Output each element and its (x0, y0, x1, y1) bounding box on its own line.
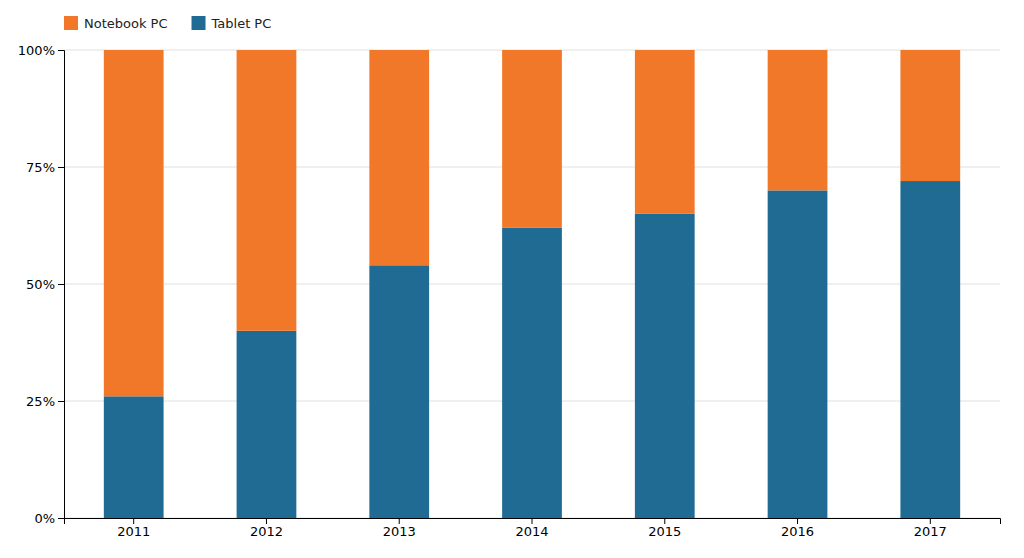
tick-label: 0% (34, 511, 55, 526)
tick-mark (930, 518, 931, 524)
tick-mark (266, 518, 267, 524)
tick-mark (58, 284, 64, 285)
tick-label: 75% (26, 160, 55, 175)
plot: 0%25%50%75%100%2011201220132014201520162… (18, 43, 1001, 540)
tick-label: 50% (26, 277, 55, 292)
tick-mark (58, 167, 64, 168)
bar-segment (502, 50, 562, 228)
tick: 2013 (383, 518, 416, 539)
tick: 25% (26, 394, 64, 409)
tick: 2015 (648, 518, 681, 539)
bar-segment (900, 181, 960, 518)
series (104, 50, 960, 396)
bar-segment (635, 214, 695, 518)
tick: 0% (34, 511, 64, 526)
legend-label: Tablet PC (211, 16, 272, 31)
legend-swatch (192, 16, 206, 30)
tick: 2017 (914, 518, 947, 539)
grid (64, 50, 1000, 518)
tick: 2012 (250, 518, 283, 539)
legend-label: Notebook PC (84, 16, 168, 31)
bar-segment (104, 396, 164, 518)
axis-line (58, 51, 65, 519)
tick: 2011 (117, 518, 150, 539)
tick-label: 100% (18, 43, 55, 58)
bar-segment (369, 50, 429, 265)
chart: 0%25%50%75%100%2011201220132014201520162… (0, 0, 1024, 558)
tick-mark (532, 518, 533, 524)
bar-segment (237, 50, 297, 331)
tick-label: 2015 (648, 524, 681, 539)
legend: Notebook PC Tablet PC (64, 16, 271, 31)
tick: 50% (26, 277, 64, 292)
bar-segment (237, 331, 297, 518)
bar-segment (369, 265, 429, 518)
bar-segment (768, 190, 828, 518)
tick-mark (58, 401, 64, 402)
tick: 2014 (515, 518, 548, 539)
tick-mark (58, 518, 64, 519)
bars (104, 50, 960, 518)
axis-line (65, 519, 1001, 525)
bar-segment (768, 50, 828, 190)
legend-item: Notebook PC (64, 16, 168, 31)
tick-label: 2011 (117, 524, 150, 539)
bar-segment (900, 50, 960, 181)
series (104, 181, 960, 518)
bar-segment (635, 50, 695, 214)
bar-segment (104, 50, 164, 396)
tick: 75% (26, 160, 64, 175)
tick-mark (797, 518, 798, 524)
tick: 100% (18, 43, 64, 58)
tick-label: 2017 (914, 524, 947, 539)
tick-label: 2013 (383, 524, 416, 539)
tick-mark (664, 518, 665, 524)
tick-mark (133, 518, 134, 524)
tick: 2016 (781, 518, 814, 539)
tick-label: 2016 (781, 524, 814, 539)
legend-swatch (64, 16, 78, 30)
legend-item: Tablet PC (192, 16, 272, 31)
tick-mark (58, 50, 64, 51)
bar-segment (502, 228, 562, 518)
tick-label: 2012 (250, 524, 283, 539)
y-axis: 0% 25% 50% 75% 100% (18, 43, 65, 526)
x-axis: 2011 2012 2013 2014 2015 2016 2017 (65, 518, 1001, 539)
tick-label: 2014 (515, 524, 548, 539)
tick-label: 25% (26, 394, 55, 409)
tick-mark (399, 518, 400, 524)
